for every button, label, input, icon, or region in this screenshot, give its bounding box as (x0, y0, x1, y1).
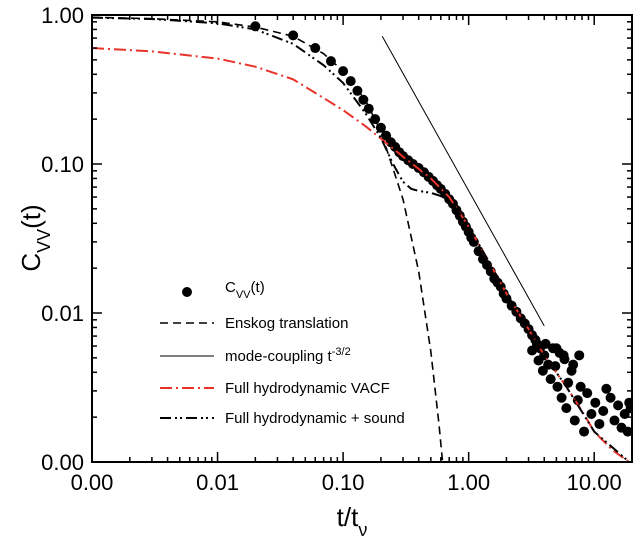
legend-item-full-vacf: Full hydrodynamic VACF (160, 380, 390, 397)
data-point (473, 246, 484, 257)
legend-label-full-sound: Full hydrodynamic + sound (225, 410, 405, 427)
data-point (601, 383, 612, 394)
legend: CVV(t) Enskog translation mode-coupling … (160, 279, 405, 427)
x-tick-label: 1.00 (447, 470, 490, 495)
series-line-full-vacf (92, 47, 630, 462)
data-point (575, 381, 586, 392)
data-point (582, 388, 593, 399)
legend-label-enskog: Enskog translation (225, 315, 348, 332)
data-point (625, 403, 632, 414)
data-point (574, 350, 585, 361)
y-axis-title-sub: VV (34, 229, 54, 253)
legend-marker-cvv (182, 287, 192, 297)
data-point (605, 392, 616, 403)
data-point (540, 338, 551, 349)
legend-item-enskog: Enskog translation (160, 315, 348, 332)
legend-item-cvv: CVV(t) (182, 279, 265, 301)
series-enskog (92, 16, 444, 462)
data-point (561, 403, 572, 414)
y-axis-title: CVV(t) (16, 204, 54, 271)
legend-label-cvv: CVV(t) (225, 279, 265, 301)
series-cvv-data (250, 21, 632, 437)
data-point (370, 114, 381, 125)
data-point (569, 415, 580, 426)
data-point (586, 408, 597, 419)
x-tick-label: 0.10 (322, 470, 365, 495)
data-point (552, 381, 563, 392)
data-point (598, 405, 609, 416)
data-point (590, 397, 601, 408)
x-tick-label: 10.00 (567, 470, 622, 495)
data-point (288, 30, 299, 41)
series-full-vacf (92, 47, 630, 462)
plot-frame (91, 14, 633, 463)
legend-label-full-vacf: Full hydrodynamic VACF (225, 380, 390, 397)
x-tick-label: 0.00 (71, 470, 114, 495)
x-axis-title: t/tν (337, 502, 368, 540)
y-axis-title-main: C (16, 253, 46, 272)
data-point (579, 426, 590, 437)
x-axis-title-sub: ν (358, 520, 367, 540)
data-point (558, 350, 569, 361)
data-point (556, 392, 567, 403)
x-axis-title-main: t/t (337, 502, 359, 532)
x-tick-label: 0.01 (196, 470, 239, 495)
data-point (539, 350, 550, 361)
series-line-enskog (92, 16, 444, 462)
series-layer (92, 16, 632, 462)
data-point (551, 343, 562, 354)
data-point (572, 395, 583, 406)
legend-label-mode-coupling: mode-coupling t-3/2 (225, 346, 351, 365)
data-point (545, 374, 556, 385)
y-axis-title-suffix: (t) (16, 204, 46, 229)
series-mode-coupling (381, 36, 545, 327)
data-point (594, 418, 605, 429)
y-tick-label: 0.10 (41, 152, 84, 177)
legend-item-full-sound: Full hydrodynamic + sound (160, 410, 405, 427)
data-point (609, 415, 620, 426)
data-point (613, 400, 624, 411)
y-tick-label: 0.00 (41, 450, 84, 475)
data-point (568, 359, 579, 370)
y-tick-label: 0.01 (41, 301, 84, 326)
series-line-mode-coupling (381, 36, 545, 327)
ticks-layer: 0.00 0.01 0.10 1.00 10.00 0.00 0.01 0.10 1.00 (41, 3, 633, 495)
data-point (622, 426, 632, 437)
y-tick-label: 1.00 (41, 3, 84, 28)
legend-item-mode-coupling: mode-coupling t-3/2 (160, 346, 351, 365)
